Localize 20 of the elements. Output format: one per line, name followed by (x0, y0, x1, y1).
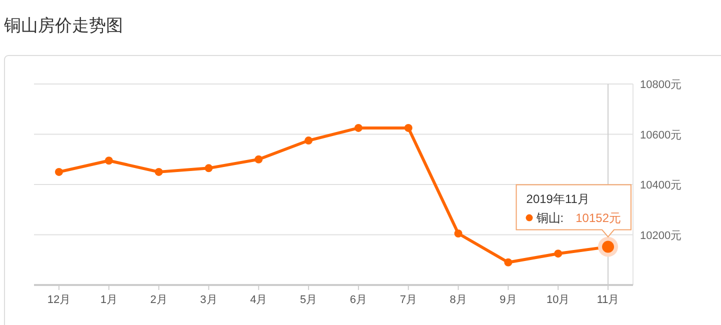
x-tick-label: 4月 (250, 294, 268, 306)
title: 铜山房价走势图 (4, 16, 123, 35)
y-tick-label: 10400元 (640, 180, 682, 192)
x-tick-label: 9月 (500, 294, 517, 306)
value-label: 10152元 (576, 210, 621, 225)
y-tick-label: 10600元 (640, 129, 682, 142)
x-tick-label: 12月 (47, 294, 71, 306)
series-name: 铜山: (536, 210, 564, 225)
x-tick-label: 5月 (300, 294, 318, 306)
x-tick-label: 8月 (450, 294, 467, 306)
x-tick-label: 7月 (400, 294, 417, 306)
annotation: 2019年11月 (526, 192, 590, 206)
y-tick-label: 10800元 (640, 79, 682, 91)
x-tick-label: 6月 (350, 294, 368, 306)
x-tick-label: 3月 (200, 294, 218, 306)
x-tick-label: 10月 (546, 294, 570, 306)
y-tick-label: 10200元 (640, 230, 682, 242)
x-tick-label: 1月 (100, 294, 118, 306)
x-tick-label: 2月 (150, 294, 168, 306)
x-tick-label: 11月 (596, 294, 620, 306)
